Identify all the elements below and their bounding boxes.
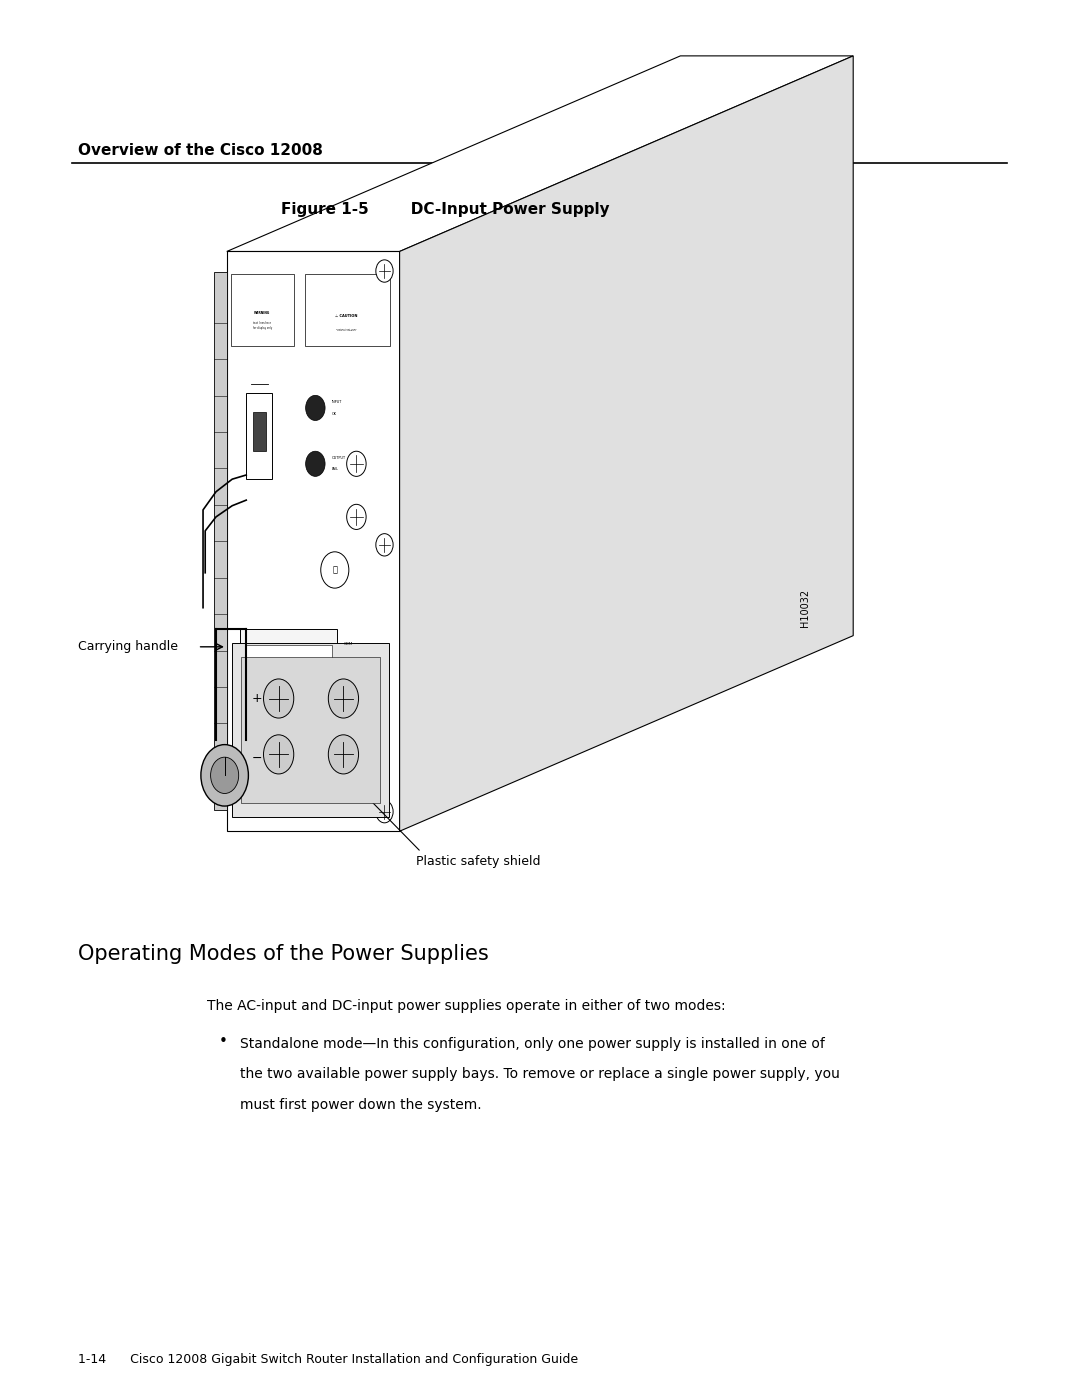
Text: OUTPUT: OUTPUT bbox=[332, 457, 346, 460]
Text: +C: +C bbox=[343, 671, 350, 673]
Text: FAIL: FAIL bbox=[332, 468, 338, 471]
Text: ⚠ CAUTION: ⚠ CAUTION bbox=[336, 314, 357, 317]
Bar bbox=[253, 412, 266, 451]
Text: Carrying handle: Carrying handle bbox=[78, 640, 178, 654]
Text: Plastic safety shield: Plastic safety shield bbox=[416, 855, 540, 868]
Text: OK: OK bbox=[332, 412, 337, 415]
Bar bbox=[305, 274, 390, 346]
Bar bbox=[246, 393, 272, 479]
Circle shape bbox=[347, 451, 366, 476]
Circle shape bbox=[264, 735, 294, 774]
Text: the two available power supply bays. To remove or replace a single power supply,: the two available power supply bays. To … bbox=[240, 1067, 839, 1081]
Text: Operating Modes of the Power Supplies: Operating Modes of the Power Supplies bbox=[78, 944, 488, 964]
Text: text lines here
for display only: text lines here for display only bbox=[253, 321, 272, 330]
Text: +: + bbox=[252, 692, 262, 705]
Text: must first power down the system.: must first power down the system. bbox=[240, 1098, 482, 1112]
Bar bbox=[245, 645, 332, 659]
Circle shape bbox=[306, 451, 325, 476]
Polygon shape bbox=[227, 56, 853, 251]
Bar bbox=[214, 272, 227, 810]
Bar bbox=[240, 629, 337, 733]
Circle shape bbox=[264, 679, 294, 718]
Circle shape bbox=[376, 800, 393, 823]
Circle shape bbox=[328, 679, 359, 718]
Text: •: • bbox=[219, 1034, 228, 1049]
Bar bbox=[245, 666, 332, 680]
Circle shape bbox=[347, 504, 366, 529]
Circle shape bbox=[211, 757, 239, 793]
Text: caution text lines
here for display: caution text lines here for display bbox=[337, 328, 356, 331]
Text: Overview of the Cisco 12008: Overview of the Cisco 12008 bbox=[78, 142, 323, 158]
Polygon shape bbox=[227, 251, 400, 831]
Bar bbox=[245, 687, 332, 701]
Text: 1-14      Cisco 12008 Gigabit Switch Router Installation and Configuration Guide: 1-14 Cisco 12008 Gigabit Switch Router I… bbox=[78, 1354, 578, 1366]
Text: −: − bbox=[252, 752, 262, 766]
Bar bbox=[241, 657, 380, 803]
Polygon shape bbox=[400, 56, 853, 831]
Circle shape bbox=[376, 260, 393, 282]
Text: COM: COM bbox=[343, 643, 353, 645]
Circle shape bbox=[328, 735, 359, 774]
Text: -C: -C bbox=[343, 698, 348, 701]
Text: ⏚: ⏚ bbox=[333, 566, 337, 574]
Text: H10032: H10032 bbox=[799, 588, 810, 627]
Text: INPUT: INPUT bbox=[332, 401, 342, 404]
Text: Figure 1-5        DC-Input Power Supply: Figure 1-5 DC-Input Power Supply bbox=[281, 201, 609, 217]
Bar bbox=[232, 643, 389, 817]
Circle shape bbox=[376, 534, 393, 556]
Circle shape bbox=[321, 552, 349, 588]
Text: The AC-input and DC-input power supplies operate in either of two modes:: The AC-input and DC-input power supplies… bbox=[207, 999, 726, 1013]
Text: WARNING: WARNING bbox=[254, 312, 271, 314]
Bar bbox=[245, 708, 332, 722]
Bar bbox=[231, 274, 294, 346]
Circle shape bbox=[201, 745, 248, 806]
Text: Standalone mode—In this configuration, only one power supply is installed in one: Standalone mode—In this configuration, o… bbox=[240, 1037, 825, 1051]
Circle shape bbox=[306, 395, 325, 420]
